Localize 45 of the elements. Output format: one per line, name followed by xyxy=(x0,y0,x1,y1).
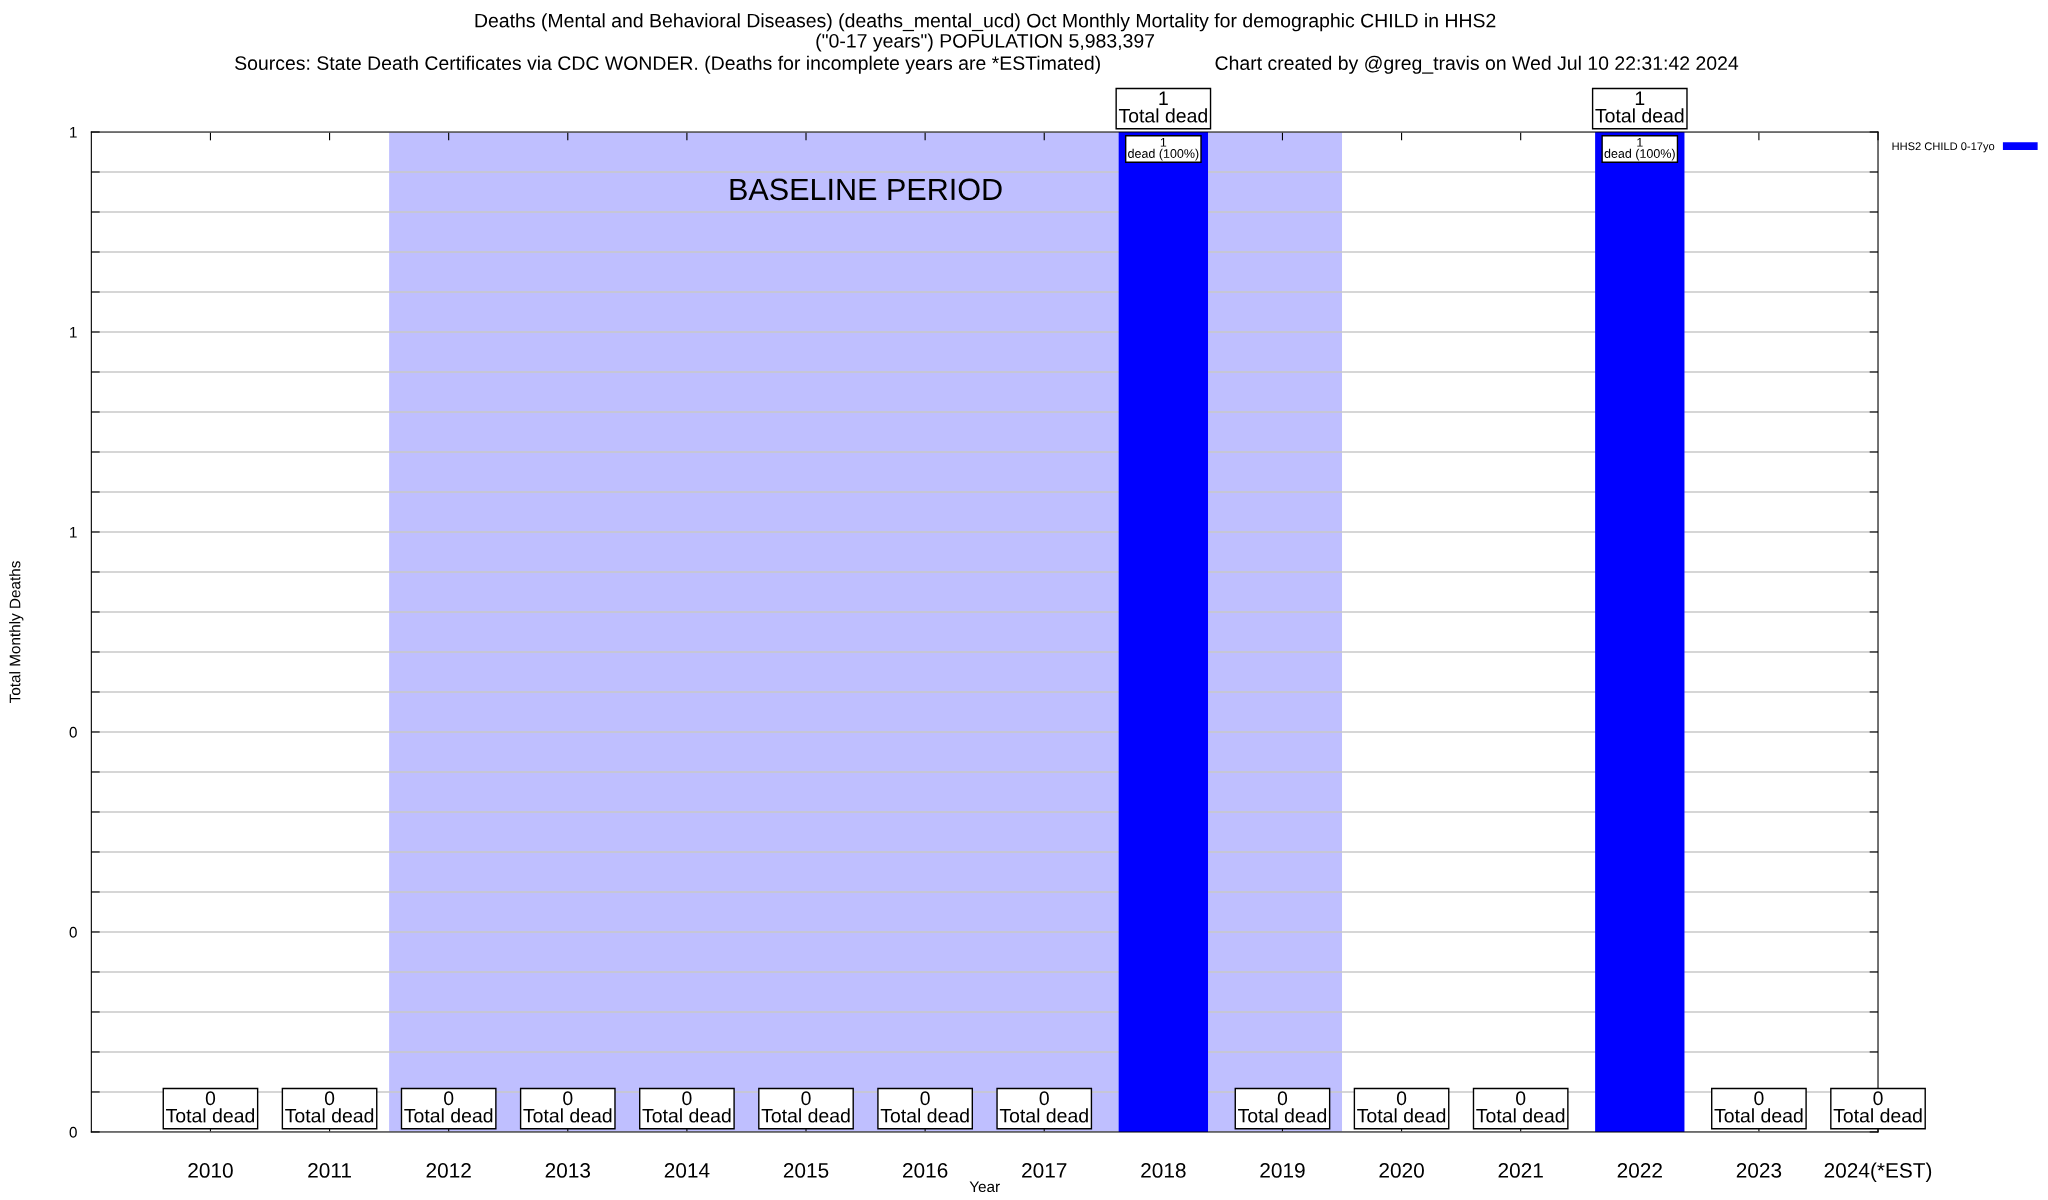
y-tick-label: 0 xyxy=(69,1126,77,1138)
x-tick-label: 2010 xyxy=(188,1163,233,1178)
data-label: 0 Total dead xyxy=(880,1091,969,1123)
data-label: 0 Total dead xyxy=(285,1091,374,1123)
x-axis-title: Year xyxy=(969,1181,1000,1193)
x-tick-label: 2013 xyxy=(545,1163,591,1178)
data-label: 0 Total dead xyxy=(1357,1091,1446,1123)
x-tick-label: 2019 xyxy=(1260,1163,1305,1178)
data-label: 0 Total dead xyxy=(1238,1091,1327,1123)
x-tick-label: 2012 xyxy=(426,1163,471,1178)
x-tick-label: 2020 xyxy=(1379,1163,1424,1178)
text: Chart created by @greg_travis on Wed Jul 10 22:31:42 2024 xyxy=(1215,55,1739,74)
chart-title: Deaths (Mental and Behavioral Diseases) (deaths_mental_ucd) Oct Monthly Mortality for demographic CHILD in HHS2 ("0-17 years") POPULATION 5,983,397 xyxy=(475,13,1496,52)
data-label: 0 Total dead xyxy=(404,1091,493,1123)
x-tick-label: 2023 xyxy=(1736,1163,1782,1178)
annotation: 1 dead (100%) xyxy=(1604,138,1675,161)
x-tick-label: 2016 xyxy=(903,1163,948,1178)
annotation: 1 dead (100%) xyxy=(1128,138,1199,161)
band-label: BASELINE PERIOD xyxy=(730,178,1002,201)
data-label: 0 Total dead xyxy=(523,1091,612,1123)
x-tick-label: 2022 xyxy=(1617,1163,1662,1178)
x-tick-label: 2024(*EST) xyxy=(1824,1162,1932,1182)
chart-subtitle: Sources: State Death Certificates via CDC WONDER. (Deaths for incomplete years are *ESTimated) xyxy=(235,55,1100,74)
y-axis-title: Total Monthly Deaths xyxy=(9,561,24,703)
data-label: 0 Total dead xyxy=(1476,1091,1565,1123)
y-tick-label: 0 xyxy=(69,726,77,738)
x-tick-label: 2015 xyxy=(783,1163,829,1178)
data-label: 0 Total dead xyxy=(642,1091,731,1123)
data-label: 0 Total dead xyxy=(1714,1091,1803,1123)
x-tick-label: 2017 xyxy=(1022,1163,1067,1178)
legend-label: HHS2 CHILD 0-17yo xyxy=(1892,142,1995,153)
data-label: 0 Total dead xyxy=(999,1091,1088,1123)
data-label: 1 Total dead xyxy=(1118,91,1207,123)
x-tick-label: 2018 xyxy=(1141,1163,1186,1178)
x-tick-label: 2011 xyxy=(308,1163,351,1178)
x-tick-label: 2014 xyxy=(664,1163,710,1178)
data-label: 0 Total dead xyxy=(1833,1091,1922,1123)
data-label: 1 Total dead xyxy=(1595,91,1684,123)
x-tick-label: 2021 xyxy=(1498,1163,1543,1178)
y-tick-label: 1 xyxy=(70,127,77,138)
y-tick-label: 1 xyxy=(70,527,77,538)
data-label: 0 Total dead xyxy=(166,1091,255,1123)
data-label: 0 Total dead xyxy=(761,1091,850,1123)
y-tick-label: 0 xyxy=(69,926,77,938)
y-tick-label: 1 xyxy=(70,327,77,338)
